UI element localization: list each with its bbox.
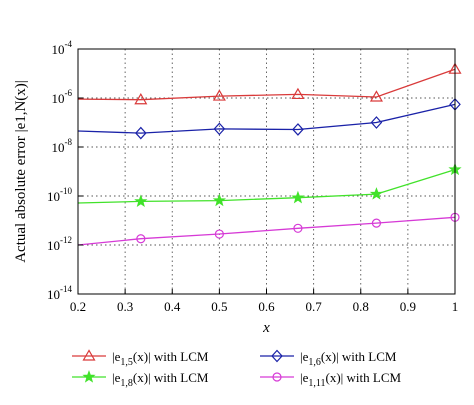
x-axis-ticks: 0.2 0.3 0.4 0.5 0.6 0.7 0.8 0.9 1 [70,289,458,314]
diamond-marker [292,123,304,136]
x-tick-label: 0.7 [306,299,323,314]
diamond-marker [271,349,283,363]
y-tick-label: 10-12 [47,235,72,253]
series-line [77,168,456,204]
star-marker [369,187,384,200]
x-tick-label: 0.5 [211,299,227,314]
y-tick-label: 10-14 [47,284,72,302]
x-tick-label: 0.2 [70,299,86,314]
series-line [77,216,456,246]
legend-label: |e1,8(x)| with LCM [112,370,209,389]
diamond-marker [370,116,383,129]
star-marker [82,370,96,383]
star-marker [291,190,305,204]
series-4 [77,212,460,246]
circle-marker [136,234,146,244]
x-axis-label: x [262,320,270,336]
series-1 [77,62,462,105]
x-tick-label: 0.3 [117,299,133,314]
x-tick-label: 0.6 [258,299,275,314]
triangle-marker [369,90,383,102]
circle-marker [293,223,303,233]
x-tick-label: 0.9 [400,299,416,314]
series-line [77,68,456,101]
triangle-marker [134,93,148,105]
legend-entry: |e1,11(x)| with LCM [260,370,402,389]
legend-label: |e1,6(x)| with LCM [300,349,397,368]
legend-entry: |e1,8(x)| with LCM [72,370,209,389]
diamond-marker [135,126,147,140]
legend: |e1,5(x)| with LCM |e1,6(x)| with LCM |e1,… [72,349,402,389]
x-tick-label: 0.4 [164,299,181,314]
y-tick-label: 10-8 [52,137,73,155]
y-tick-label: 10-4 [52,39,73,57]
circle-marker [214,229,224,239]
legend-label: |e1,11(x)| with LCM [300,370,402,389]
y-axis-ticks: 10-14 10-12 10-10 10-8 10-6 10-4 [47,39,83,302]
y-tick-label: 10-10 [47,186,72,204]
series-line [77,103,456,134]
legend-entry: |e1,5(x)| with LCM [72,349,209,368]
triangle-marker [82,349,96,361]
y-axis-label: Actual absolute error |e1,N(x)| [13,80,29,263]
star-marker [134,194,148,208]
triangle-marker [291,87,305,100]
x-tick-label: 0.8 [353,299,369,314]
star-marker [212,193,226,207]
legend-entry: |e1,6(x)| with LCM [260,349,397,368]
x-tick-label: 1 [452,299,459,314]
circle-marker [371,218,382,228]
diamond-marker [213,122,226,136]
triangle-marker [212,89,226,101]
y-tick-label: 10-6 [52,88,73,106]
legend-label: |e1,5(x)| with LCM [112,349,209,368]
circle-marker [272,372,282,382]
